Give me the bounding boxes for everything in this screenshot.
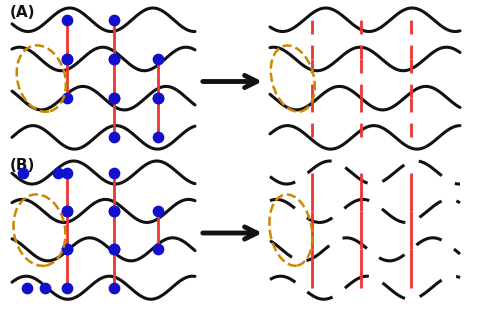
Point	[41, 285, 49, 290]
Point	[19, 170, 27, 175]
Point	[63, 17, 71, 22]
Point	[63, 247, 71, 252]
Point	[111, 247, 119, 252]
Point	[111, 96, 119, 101]
Point	[63, 56, 71, 61]
Point	[63, 247, 71, 252]
Point	[111, 96, 119, 101]
Point	[63, 96, 71, 101]
Point	[154, 96, 162, 101]
Text: (A): (A)	[10, 5, 35, 20]
Point	[154, 208, 162, 213]
Text: (B): (B)	[10, 158, 35, 173]
Point	[63, 170, 71, 175]
Point	[111, 56, 119, 61]
Point	[63, 208, 71, 213]
Point	[111, 208, 119, 213]
Point	[111, 208, 119, 213]
Point	[154, 135, 162, 140]
Point	[154, 56, 162, 61]
Point	[111, 285, 119, 290]
Point	[54, 170, 62, 175]
Point	[63, 208, 71, 213]
Point	[154, 247, 162, 252]
Point	[111, 17, 119, 22]
Point	[111, 247, 119, 252]
Point	[22, 285, 30, 290]
Point	[111, 135, 119, 140]
Point	[154, 96, 162, 101]
Point	[111, 56, 119, 61]
Point	[111, 170, 119, 175]
Point	[63, 56, 71, 61]
Point	[63, 285, 71, 290]
